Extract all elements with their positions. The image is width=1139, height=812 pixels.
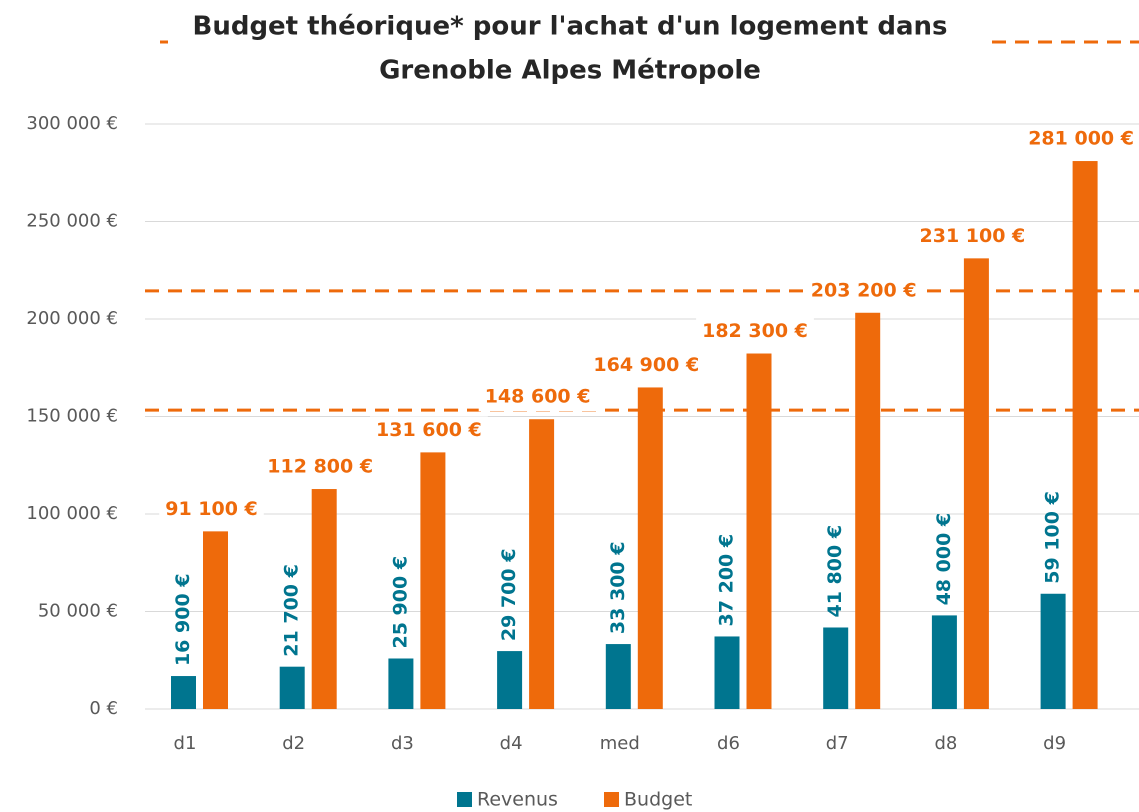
- bar: [605, 644, 631, 709]
- bar: [497, 651, 523, 709]
- bar: [529, 419, 555, 709]
- bar: [203, 531, 228, 709]
- bar: [855, 312, 881, 709]
- chart-title: Grenoble Alpes Métropole: [379, 56, 761, 86]
- x-tick-label: d9: [1043, 733, 1066, 754]
- y-tick-label: 300 000 €: [26, 113, 118, 134]
- legend-swatch: [604, 792, 619, 807]
- value-label: 131 600 €: [376, 419, 482, 441]
- bar: [1072, 161, 1098, 710]
- value-label: 281 000 €: [1028, 128, 1134, 150]
- value-label-background: [913, 222, 1032, 251]
- value-label-background: [261, 453, 380, 482]
- value-label: 203 200 €: [811, 279, 917, 301]
- y-tick-label: 250 000 €: [26, 211, 118, 232]
- bar: [963, 258, 989, 709]
- value-label-background: [587, 351, 706, 380]
- value-label-background: [478, 383, 597, 412]
- bar: [388, 658, 414, 709]
- legend-swatch: [457, 792, 472, 807]
- chart-title: Budget théorique* pour l'achat d'un loge…: [193, 12, 948, 42]
- value-label: 164 900 €: [593, 354, 699, 376]
- bar: [311, 489, 337, 709]
- value-label-background: [804, 276, 923, 305]
- x-tick-label: med: [600, 733, 640, 754]
- value-label: 112 800 €: [267, 456, 373, 478]
- value-label: 33 300 €: [607, 542, 629, 635]
- value-label: 148 600 €: [485, 386, 591, 408]
- bar: [931, 615, 957, 709]
- value-label-background: [696, 317, 814, 346]
- bar: [746, 353, 772, 709]
- x-tick-label: d2: [282, 733, 305, 754]
- value-label: 48 000 €: [933, 513, 955, 606]
- value-label-background: [1022, 125, 1139, 154]
- legend-label: Budget: [624, 789, 692, 811]
- value-label: 29 700 €: [498, 549, 520, 642]
- bar: [823, 627, 849, 709]
- x-tick-label: d4: [500, 733, 523, 754]
- value-label-background: [370, 416, 488, 445]
- value-label: 41 800 €: [824, 525, 846, 618]
- y-tick-label: 100 000 €: [26, 503, 118, 524]
- value-label: 25 900 €: [389, 556, 411, 649]
- y-tick-label: 150 000 €: [26, 406, 118, 427]
- x-tick-label: d8: [934, 733, 957, 754]
- bar: [637, 387, 663, 709]
- value-label: 91 100 €: [165, 498, 258, 520]
- bar: [420, 452, 446, 709]
- bar: [1040, 593, 1066, 709]
- bar: [279, 666, 305, 709]
- value-label: 59 100 €: [1042, 491, 1064, 584]
- legend-label: Revenus: [477, 789, 558, 811]
- value-label: 21 700 €: [281, 564, 303, 657]
- x-tick-label: d3: [391, 733, 414, 754]
- y-tick-label: 200 000 €: [26, 308, 118, 329]
- bar: [171, 676, 196, 709]
- value-label: 231 100 €: [920, 225, 1026, 247]
- y-tick-label: 0 €: [89, 698, 118, 719]
- value-label: 37 200 €: [716, 534, 738, 627]
- x-tick-label: d6: [717, 733, 740, 754]
- x-tick-label: d1: [174, 733, 197, 754]
- value-label: 16 900 €: [172, 573, 194, 666]
- y-tick-label: 50 000 €: [38, 601, 118, 622]
- x-tick-label: d7: [826, 733, 849, 754]
- value-label-background: [159, 495, 264, 524]
- value-label: 182 300 €: [702, 320, 808, 342]
- bar: [714, 636, 740, 709]
